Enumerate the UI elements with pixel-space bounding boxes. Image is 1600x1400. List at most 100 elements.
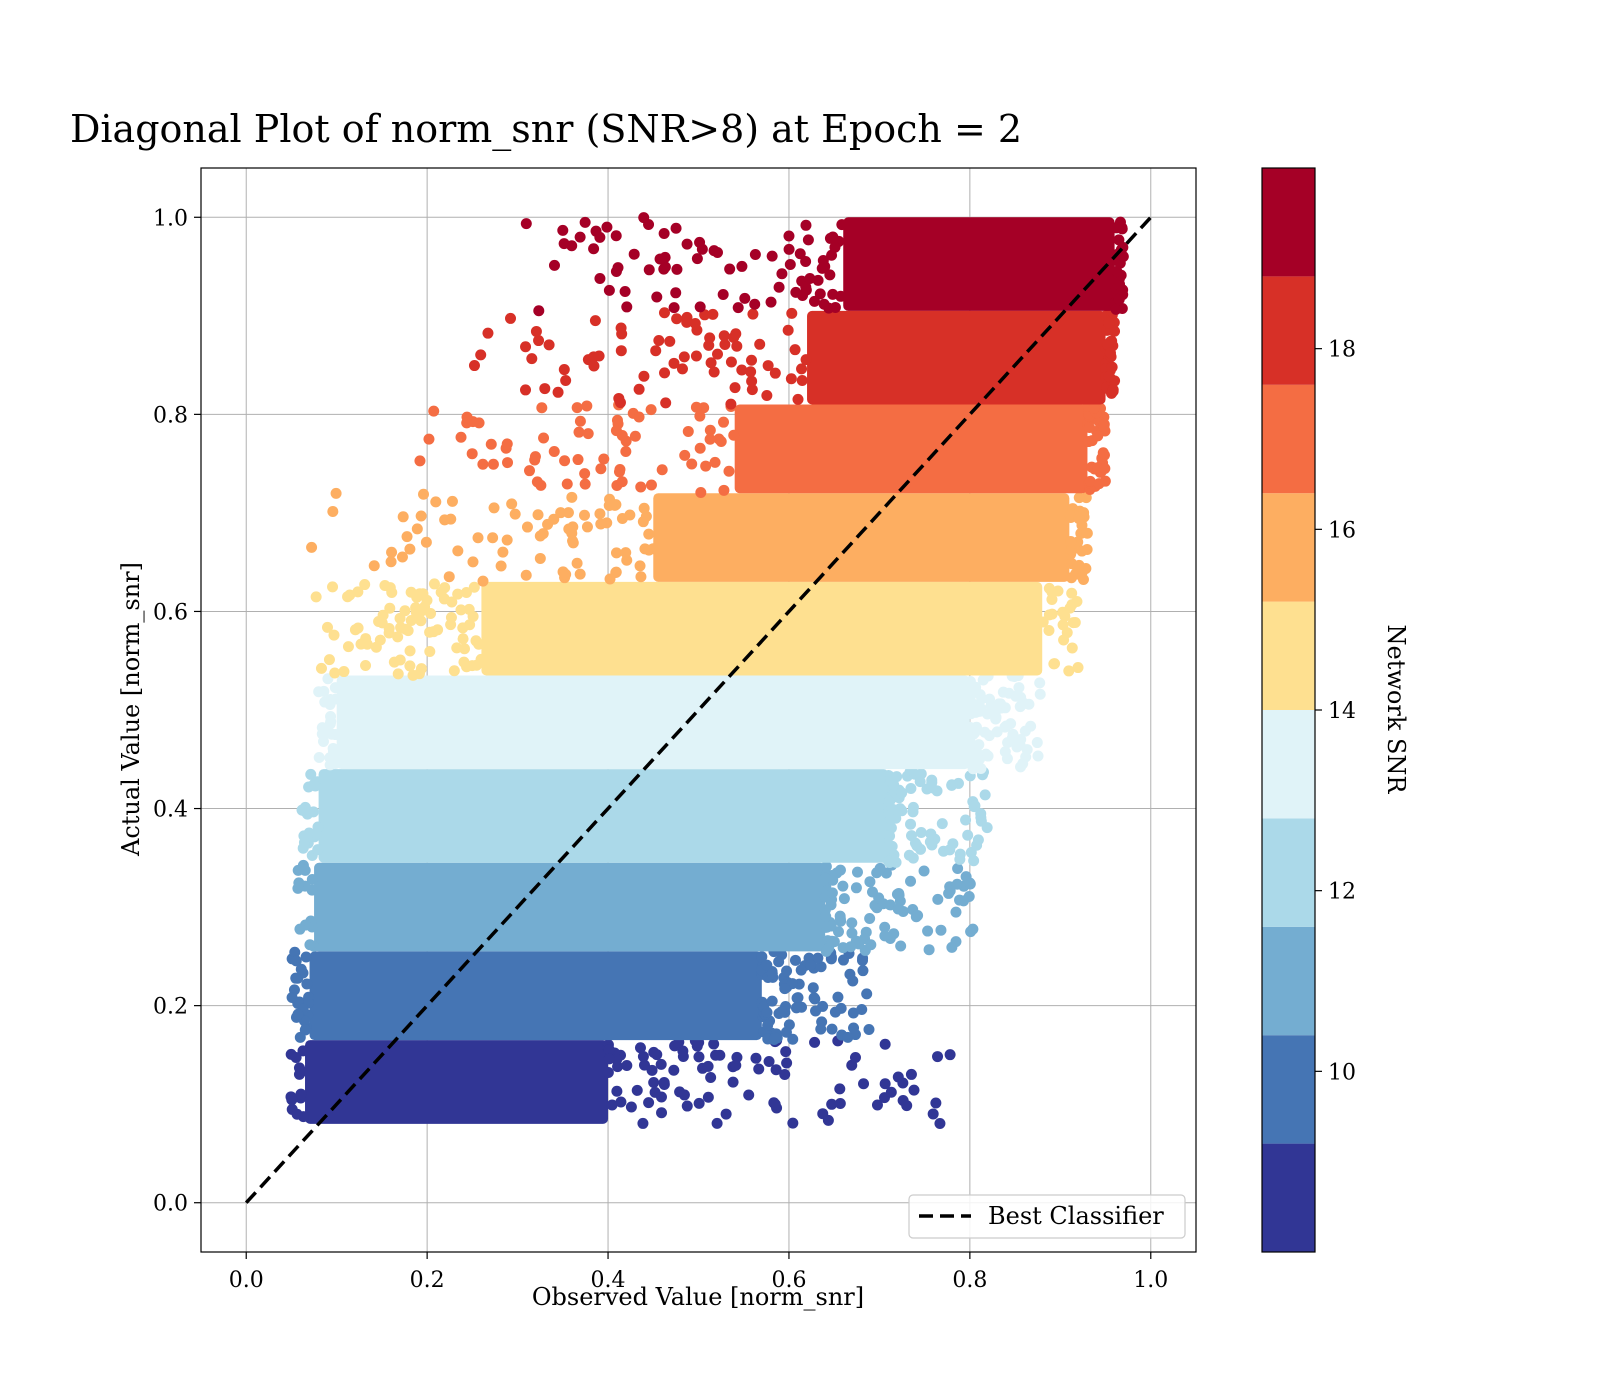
scatter-point [789,954,801,966]
scatter-point [602,1067,614,1079]
scatter-point [670,222,682,234]
scatter-band-core [305,1040,609,1124]
legend-label: Best Classifier [988,1202,1164,1230]
scatter-point [611,1085,623,1097]
scatter-point [690,401,702,413]
scatter-point [552,386,564,398]
scatter-point [446,596,458,608]
scatter-point [715,435,727,447]
scatter-point [903,849,915,861]
x-axis-ticks: 0.0 0.2 0.4 0.6 0.8 1.0 [229,1252,1168,1293]
scatter-point [1043,625,1055,637]
scatter-point [1017,758,1029,770]
scatter-point [787,1117,799,1129]
scatter-point [834,864,846,876]
scatter-point [816,262,828,274]
scatter-point [509,508,521,520]
scatter-point [769,367,781,379]
scatter-point [885,1086,897,1098]
scatter-point [520,569,532,581]
best-classifier-line [244,216,1153,1204]
scatter-point [800,281,812,293]
scatter-point [1064,509,1076,521]
scatter-point [292,1008,304,1020]
scatter-point [299,1024,311,1036]
scatter-point [918,865,930,877]
scatter-point [620,445,632,457]
scatter-point [1071,596,1083,608]
scatter-point [635,481,647,493]
scatter-point [638,212,650,224]
scatter-point [964,878,976,890]
scatter-point [884,830,896,842]
scatter-point [297,842,309,854]
scatter-point [884,932,896,944]
scatter-point [539,383,551,395]
scatter-point [893,889,905,901]
scatter-point [392,668,404,680]
scatter-point [901,1100,913,1112]
scatter-point [606,1099,618,1111]
scatter-point [655,1058,667,1070]
scatter-point [289,946,301,958]
scatter-point [637,1117,649,1129]
scatter-point [883,839,895,851]
scatter-point [488,502,500,514]
scatter-point [292,882,304,894]
scatter-point [905,875,917,887]
scatter-point [844,968,856,980]
scatter-point [832,991,844,1003]
scatter-point [727,1076,739,1088]
scatter-point [404,645,416,657]
scatter-point [1031,737,1043,749]
scatter-point [633,383,645,395]
x-tick-label: 0.4 [591,1268,626,1293]
scatter-point [997,686,1009,698]
scatter-point [1116,222,1128,234]
scatter-point [594,273,606,285]
scatter-point [312,844,324,856]
scatter-point [643,1097,655,1109]
scatter-point [677,1050,689,1062]
scatter-point [694,410,706,422]
scatter-point [604,493,616,505]
scatter-point [790,1002,802,1014]
scatter-point [634,560,646,572]
scatter-point [543,339,555,351]
scatter-point [306,873,318,885]
scatter-point [720,1108,732,1120]
scatter-point [845,941,857,953]
scatter-point [934,1118,946,1130]
scatter-point [773,281,785,293]
scatter-point [305,768,317,780]
scatter-point [864,913,876,925]
scatter-point [304,939,316,951]
scatter-point [1084,421,1096,433]
scatter-point [743,1089,755,1101]
scatter-point [686,458,698,470]
scatter-point [1019,725,1031,737]
scatter-point [558,364,570,376]
scatter-point [1023,698,1035,710]
scatter-point [397,511,409,523]
scatter-point [826,887,838,899]
scatter-point [560,568,572,580]
scatter-point [1014,701,1026,713]
scatter-point [1059,610,1071,622]
scatter-point [923,944,935,956]
scatter-point [745,366,757,378]
scatter-point [468,360,480,372]
scatter-point [1088,402,1100,414]
scatter-point [746,375,758,387]
scatter-point [1076,545,1088,557]
scatter-point [671,263,683,275]
scatter-point [446,495,458,507]
scatter-point [285,1048,297,1060]
scatter-point [779,983,791,995]
scatter-point [761,390,773,402]
scatter-point [915,827,927,839]
scatter-point [711,1117,723,1129]
scatter-point [973,739,985,751]
scatter-point [1021,744,1033,756]
